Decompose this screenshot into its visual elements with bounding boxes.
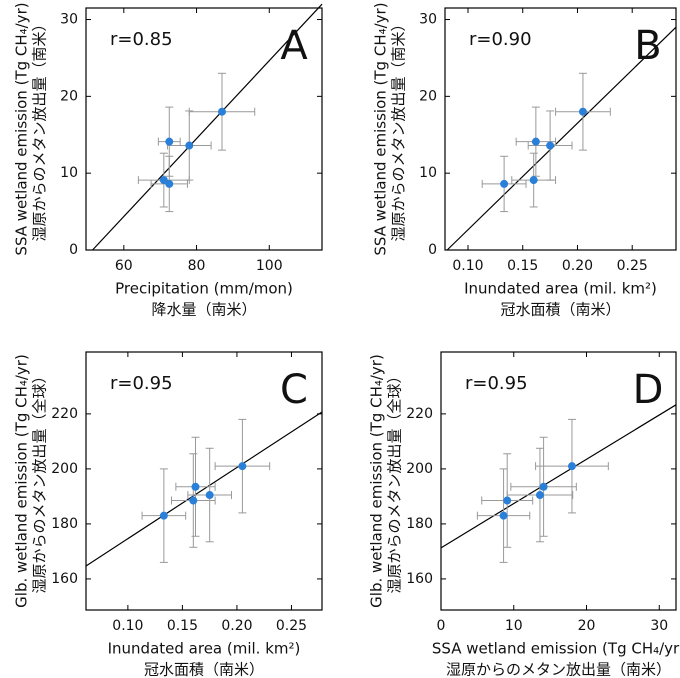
y-tick-label: 200 bbox=[406, 461, 433, 477]
point bbox=[539, 482, 548, 491]
x-axis-label: Precipitation (mm/mon) bbox=[115, 280, 293, 298]
x-axis-label: Inundated area (mil. km²) bbox=[108, 640, 301, 658]
x-tick-label: 0.10 bbox=[112, 618, 143, 634]
x-tick-label: 0.15 bbox=[507, 258, 538, 274]
y-axis-label: 湿原からのメタン放出量（全球） bbox=[386, 368, 404, 593]
fit-line bbox=[446, 26, 677, 251]
fit-line bbox=[440, 404, 677, 549]
x-tick-label: 0.15 bbox=[167, 618, 198, 634]
y-tick-label: 30 bbox=[60, 12, 78, 28]
panel: 0 10 20 30 160 180 200 220 SSA wetland emission … bbox=[368, 351, 680, 678]
x-tick-label: 100 bbox=[256, 258, 283, 274]
x-tick-label: 20 bbox=[578, 618, 596, 634]
point bbox=[238, 462, 247, 471]
annotation: r=0.95 bbox=[465, 373, 528, 394]
point bbox=[535, 491, 544, 500]
y-axis-label: 湿原からのメタン放出量（南米） bbox=[390, 16, 408, 241]
point bbox=[546, 141, 555, 150]
panel-label: D bbox=[633, 367, 664, 413]
point bbox=[218, 107, 226, 116]
x-axis-label: SSA wetland emission (Tg CH₄/yr) bbox=[432, 640, 680, 658]
y-tick-label: 160 bbox=[51, 571, 78, 587]
plot-frame bbox=[440, 351, 677, 611]
plot-frame bbox=[444, 7, 677, 251]
y-tick-label: 180 bbox=[406, 516, 433, 532]
point bbox=[500, 179, 509, 188]
panel: 0.10 0.15 0.20 0.25 160 180 200 220 Inundated ar… bbox=[13, 351, 323, 678]
point bbox=[205, 491, 214, 500]
x-tick-label: 60 bbox=[115, 258, 133, 274]
x-tick-label: 0.10 bbox=[452, 258, 483, 274]
y-tick-label: 20 bbox=[60, 88, 78, 104]
panel: 60 80 100 0 10 20 30 Precipitation (mm/mon) 降水量（… bbox=[13, 2, 323, 319]
y-tick-label: 160 bbox=[406, 571, 433, 587]
panel: 0.10 0.15 0.20 0.25 0 10 20 30 Inundated area (m… bbox=[372, 2, 677, 319]
y-tick-label: 200 bbox=[51, 461, 78, 477]
panel-label: A bbox=[280, 23, 308, 69]
point bbox=[191, 482, 200, 491]
y-tick-label: 10 bbox=[419, 165, 437, 181]
point bbox=[531, 137, 540, 146]
plot-frame bbox=[85, 351, 323, 611]
x-axis-label: 降水量（南米） bbox=[151, 301, 256, 319]
y-tick-label: 180 bbox=[51, 516, 78, 532]
point bbox=[189, 496, 198, 505]
panel-label: C bbox=[280, 367, 308, 413]
x-tick-label: 0.20 bbox=[562, 258, 593, 274]
y-tick-label: 30 bbox=[419, 12, 437, 28]
y-axis-label: 湿原からのメタン放出量（南米） bbox=[31, 16, 49, 241]
y-axis-label: SSA wetland emission (Tg CH₄/yr) bbox=[372, 2, 390, 255]
x-axis-label: 冠水面積（南米） bbox=[500, 301, 620, 319]
y-axis-label: SSA wetland emission (Tg CH₄/yr) bbox=[13, 2, 31, 255]
x-axis-label: Inundated area (mil. km²) bbox=[464, 280, 657, 298]
x-axis-label: 湿原からのメタン放出量（南米） bbox=[446, 661, 671, 678]
x-tick-label: 0 bbox=[437, 618, 446, 634]
y-tick-label: 10 bbox=[60, 165, 78, 181]
y-tick-label: 220 bbox=[406, 406, 433, 422]
x-tick-label: 0.20 bbox=[221, 618, 252, 634]
point bbox=[185, 141, 194, 150]
point bbox=[165, 137, 174, 146]
x-tick-label: 80 bbox=[188, 258, 206, 274]
panel-label: B bbox=[634, 23, 661, 69]
annotation: r=0.90 bbox=[469, 29, 532, 50]
annotation: r=0.95 bbox=[110, 373, 173, 394]
x-tick-label: 10 bbox=[505, 618, 523, 634]
point bbox=[165, 179, 174, 188]
y-axis-label: Glb. wetland emission (Tg CH₄/yr) bbox=[13, 354, 31, 608]
y-tick-label: 0 bbox=[428, 242, 437, 258]
y-tick-label: 220 bbox=[51, 406, 78, 422]
point bbox=[578, 107, 587, 116]
point bbox=[529, 176, 538, 185]
y-axis-label: Glb. wetland emission (Tg CH₄/yr) bbox=[368, 354, 386, 608]
fit-line bbox=[85, 411, 323, 567]
x-tick-label: 0.25 bbox=[617, 258, 648, 274]
annotation: r=0.85 bbox=[110, 29, 173, 50]
point bbox=[159, 511, 168, 520]
x-tick-label: 0.25 bbox=[276, 618, 307, 634]
plot-frame bbox=[85, 7, 323, 251]
fit-line bbox=[92, 3, 323, 251]
x-axis-label: 冠水面積（南米） bbox=[144, 661, 264, 678]
x-tick-label: 30 bbox=[650, 618, 668, 634]
point bbox=[503, 496, 512, 505]
point bbox=[567, 462, 576, 471]
y-axis-label: 湿原からのメタン放出量（全球） bbox=[31, 368, 49, 593]
y-tick-label: 0 bbox=[69, 242, 78, 258]
y-tick-label: 20 bbox=[419, 88, 437, 104]
point bbox=[499, 511, 508, 520]
